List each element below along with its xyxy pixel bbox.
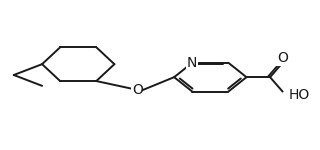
Text: O: O <box>132 83 143 97</box>
Text: HO: HO <box>289 88 310 102</box>
Text: O: O <box>277 51 288 65</box>
Text: N: N <box>187 56 197 70</box>
